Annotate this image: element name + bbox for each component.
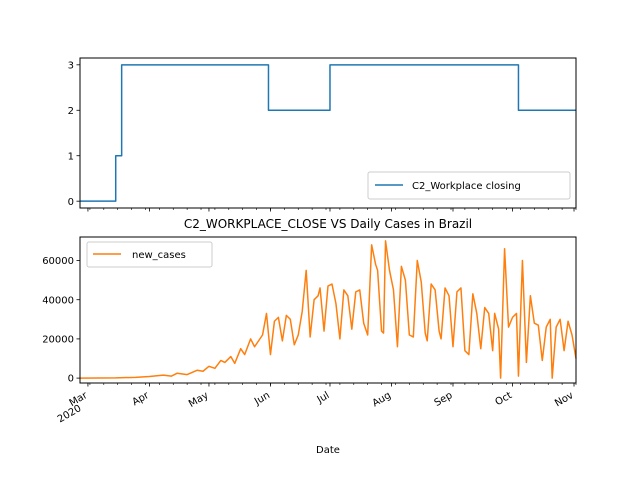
workplace-closing-y-tick-label: 2 [68,106,74,117]
daily-cases-series-group [79,240,577,379]
daily-cases-y-tick-label: 40000 [42,295,74,306]
series-line-new-cases [79,240,577,379]
workplace-closing-y-ticks: 0 1 2 3 [68,60,80,208]
workplace-closing-axes-frame [79,57,577,209]
workplace-closing-legend: C2_Workplace closing [367,171,571,200]
daily-cases-axes-frame [79,236,577,384]
workplace-closing-y-tick-label: 0 [68,197,74,208]
x-axis-label: Date [316,445,340,456]
workplace-closing-y-tick-label: 3 [68,60,74,71]
workplace-closing-series-group [80,64,576,202]
workplace-closing-y-tick-label: 1 [68,151,74,162]
daily-cases-y-tick-label: 20000 [42,335,74,346]
daily-cases-y-ticks: 0 20000 40000 60000 [42,256,80,385]
legend-box [86,241,213,268]
legend-label-new-cases: new_cases [132,250,186,261]
workplace-closing-x-ticks [87,208,577,212]
legend-box [367,171,571,200]
daily-cases-y-tick-label: 60000 [42,256,74,267]
daily-cases-y-tick-label: 0 [68,374,74,385]
workplace-closing-subplot: 0 1 2 3 C2_Workplace closing [68,57,577,212]
daily-cases-legend: new_cases [86,241,213,268]
series-line-c2-workplace-closing [80,64,576,202]
legend-label-workplace: C2_Workplace closing [412,181,521,192]
chart-title: C2_WORKPLACE_CLOSE VS Daily Cases in Bra… [184,217,472,231]
daily-cases-subplot: C2_WORKPLACE_CLOSE VS Daily Cases in Bra… [42,217,577,456]
